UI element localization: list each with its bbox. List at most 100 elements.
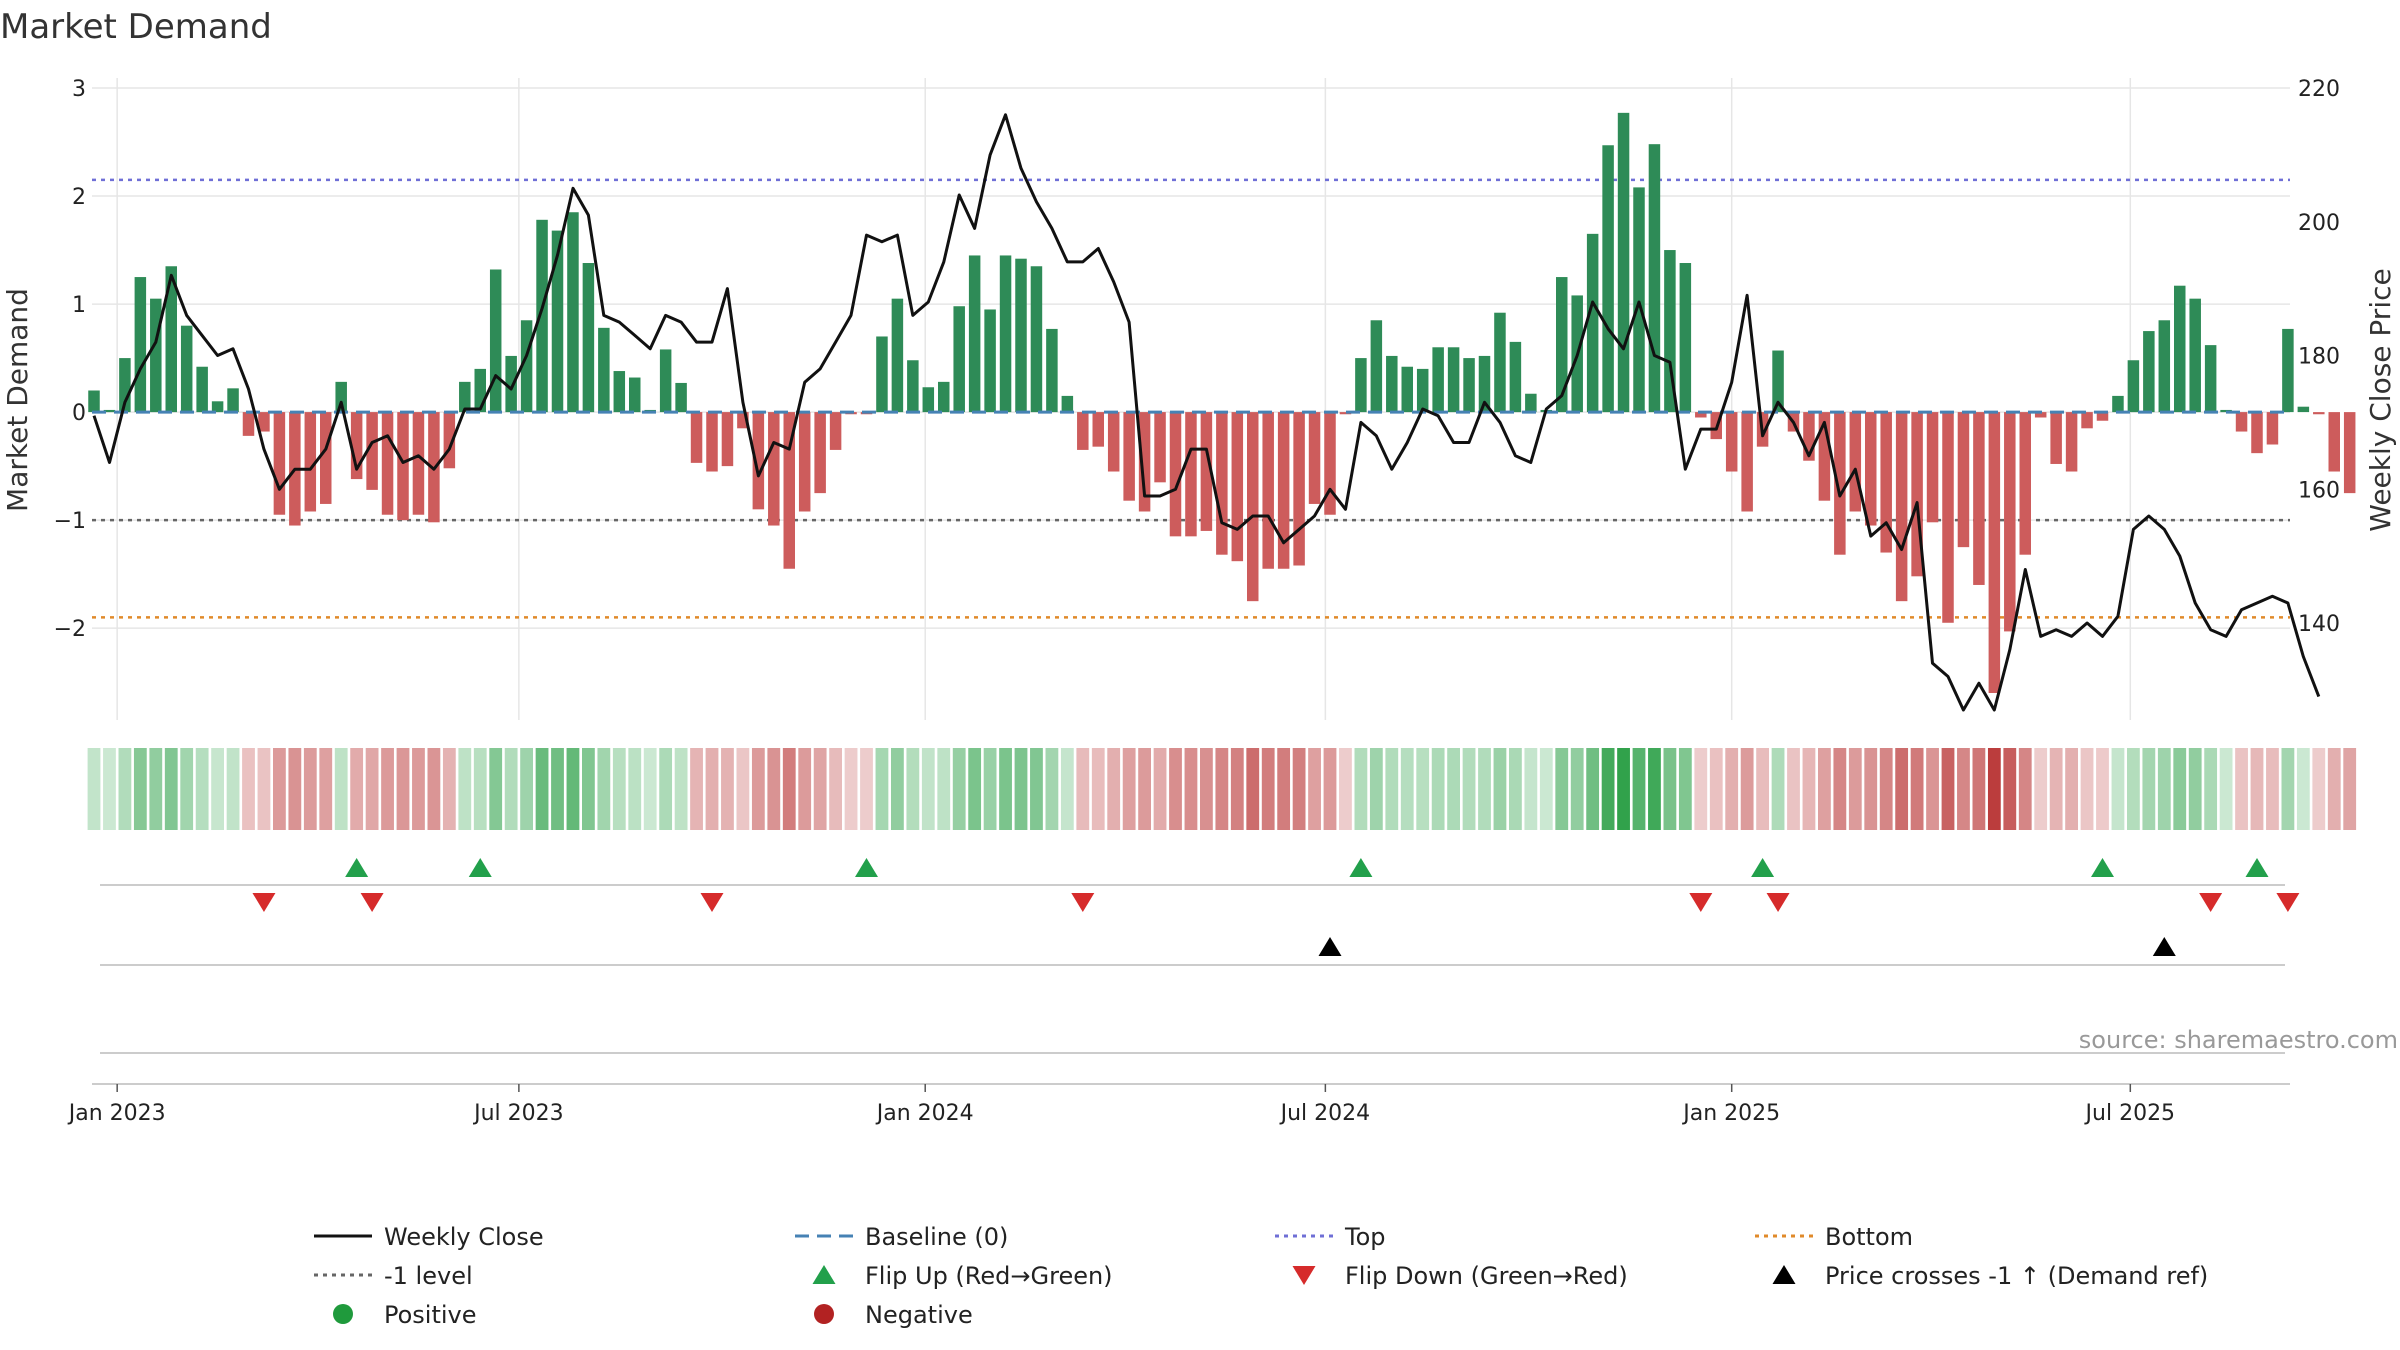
heat-cell-37 xyxy=(659,748,673,830)
heat-cell-103 xyxy=(1678,748,1692,830)
demand-bar-97 xyxy=(1586,233,1599,413)
demand-bar-91 xyxy=(1494,312,1506,413)
heat-cell-142 xyxy=(2281,748,2295,830)
flip-down-marker-0 xyxy=(252,893,276,912)
signal-marker-rows xyxy=(100,858,2300,1054)
heat-cell-141 xyxy=(2266,748,2279,830)
heat-cell-63 xyxy=(1060,748,1074,830)
heat-cell-89 xyxy=(1462,748,1476,830)
heat-cell-100 xyxy=(1632,748,1646,830)
legend-item-top: Top xyxy=(1275,1223,1386,1251)
demand-bar-145 xyxy=(2328,412,2340,472)
demand-bar-69 xyxy=(1154,412,1166,483)
heat-cell-118 xyxy=(1910,748,1924,830)
heat-cell-124 xyxy=(2003,748,2017,830)
heat-cell-60 xyxy=(1014,748,1028,830)
heat-cell-2 xyxy=(118,748,132,830)
legend-item-flipup: Flip Up (Red→Green) xyxy=(812,1262,1113,1290)
legend-item-pricecross: Price crosses -1 ↑ (Demand ref) xyxy=(1772,1262,2208,1290)
demand-bar-40 xyxy=(706,412,718,472)
heat-cell-28 xyxy=(520,748,533,830)
heat-cell-53 xyxy=(906,748,920,830)
demand-bar-130 xyxy=(2096,412,2109,421)
demand-bar-133 xyxy=(2143,331,2155,413)
heat-cell-134 xyxy=(2157,748,2171,830)
legend-item-flipdown: Flip Down (Green→Red) xyxy=(1292,1262,1628,1290)
legend-item-negative: Negative xyxy=(814,1301,973,1329)
legend-swatch-pricecross xyxy=(1772,1265,1796,1284)
grid-lines xyxy=(92,78,2290,720)
demand-bar-21 xyxy=(412,412,425,515)
heat-cell-19 xyxy=(381,748,394,830)
demand-bar-41 xyxy=(721,412,734,467)
chart-title: Market Demand xyxy=(0,7,272,47)
heat-cell-45 xyxy=(782,748,796,830)
heat-cell-102 xyxy=(1663,748,1677,830)
demand-bar-35 xyxy=(629,377,641,413)
demand-bar-47 xyxy=(814,412,826,494)
price-cross-marker-0 xyxy=(1318,937,1342,956)
heat-cell-7 xyxy=(195,748,209,830)
left-tick-label-4: −1 xyxy=(54,509,86,534)
demand-bar-84 xyxy=(1386,355,1398,413)
demand-bar-29 xyxy=(536,219,548,413)
heat-cell-116 xyxy=(1879,748,1893,830)
right-axis-title: Weekly Close Price xyxy=(2364,268,2397,531)
heat-cell-146 xyxy=(2343,748,2357,830)
heat-cell-51 xyxy=(875,748,889,830)
heat-cell-61 xyxy=(1030,748,1043,830)
heat-cell-81 xyxy=(1339,748,1352,830)
heat-cell-131 xyxy=(2111,748,2125,830)
source-credit: source: sharemaestro.com xyxy=(2079,1026,2398,1054)
demand-bar-137 xyxy=(2204,345,2217,413)
demand-bar-143 xyxy=(2297,406,2310,413)
heat-cell-111 xyxy=(1802,748,1816,830)
heat-cell-72 xyxy=(1200,748,1213,830)
heat-cell-15 xyxy=(319,748,333,830)
left-tick-label-3: 0 xyxy=(72,401,86,426)
demand-bar-107 xyxy=(1741,412,1753,512)
legend-swatch-flipup xyxy=(812,1265,836,1284)
heat-cell-95 xyxy=(1555,748,1569,830)
demand-bar-31 xyxy=(567,212,579,413)
heat-cell-113 xyxy=(1833,748,1847,830)
heat-cell-52 xyxy=(891,748,904,830)
demand-bar-93 xyxy=(1525,393,1537,413)
heat-cell-68 xyxy=(1138,748,1151,830)
demand-bar-95 xyxy=(1556,277,1568,413)
demand-bar-79 xyxy=(1308,412,1321,504)
legend-label-minus1: -1 level xyxy=(384,1262,473,1290)
heat-cell-16 xyxy=(334,748,348,830)
demand-bar-101 xyxy=(1648,144,1661,413)
demand-bar-1 xyxy=(103,409,116,413)
demand-bar-61 xyxy=(1030,266,1043,413)
demand-bar-82 xyxy=(1355,358,1367,413)
demand-bar-129 xyxy=(2081,412,2093,429)
demand-bar-124 xyxy=(2004,412,2016,632)
heat-cell-67 xyxy=(1122,748,1136,830)
x-tick-label-5: Jul 2025 xyxy=(2084,1101,2176,1126)
legend-label-negative: Negative xyxy=(865,1301,973,1329)
heat-cell-82 xyxy=(1354,748,1368,830)
demand-bar-117 xyxy=(1895,412,1908,602)
demand-bar-139 xyxy=(2235,412,2248,432)
heat-cell-76 xyxy=(1261,748,1275,830)
left-tick-label-5: −2 xyxy=(54,617,86,642)
demand-bar-109 xyxy=(1772,350,1784,413)
legend-label-flipup: Flip Up (Red→Green) xyxy=(865,1262,1113,1290)
demand-bar-68 xyxy=(1138,412,1151,512)
heat-cell-75 xyxy=(1246,748,1260,830)
demand-heat-strip xyxy=(87,748,2357,830)
heat-cell-106 xyxy=(1725,748,1739,830)
demand-bar-114 xyxy=(1849,412,1862,512)
demand-bar-25 xyxy=(474,368,486,413)
demand-bar-32 xyxy=(582,263,595,413)
heat-cell-143 xyxy=(2296,748,2310,830)
demand-bar-11 xyxy=(258,412,270,432)
x-tick-label-2: Jan 2024 xyxy=(875,1101,974,1126)
heat-cell-140 xyxy=(2250,748,2264,830)
heat-cell-92 xyxy=(1509,748,1522,830)
demand-bar-33 xyxy=(598,327,610,413)
demand-bar-62 xyxy=(1046,328,1058,413)
demand-bar-134 xyxy=(2158,320,2171,413)
